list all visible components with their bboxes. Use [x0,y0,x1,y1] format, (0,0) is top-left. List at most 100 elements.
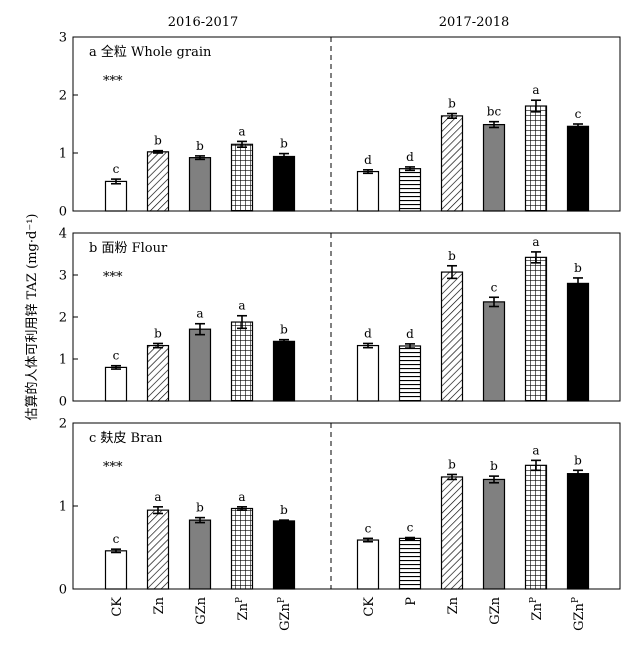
significance-marker: *** [103,74,123,89]
bar-znp [524,464,548,590]
significance-letter: c [575,107,582,121]
bar-zn [440,476,464,590]
significance-letter: b [490,459,498,473]
panel-label: a 全粒 Whole grain [89,44,212,60]
bar-ck [104,180,128,212]
bar-gzn [482,123,506,212]
bar-gznp [272,340,296,402]
significance-letter: a [238,490,245,504]
bar-zn [440,271,464,402]
x-tick-label: GZn [194,596,209,624]
y-axis-label: 估算的人体可利用锌 TAZ (mg·d⁻¹) [24,214,40,421]
bar-gznp [272,155,296,212]
significance-letter: b [280,323,288,337]
significance-letter: b [280,503,288,517]
significance-letter: d [406,150,414,164]
significance-letter: a [532,83,539,97]
bar-gzn [188,519,212,590]
bar-gznp [566,125,590,212]
significance-letter: c [365,521,372,535]
significance-letter: a [196,307,203,321]
significance-marker: *** [103,270,123,285]
y-tick-label: 4 [59,227,67,242]
significance-letter: a [532,443,539,457]
x-tick-label: GZn [488,596,503,624]
y-tick-label: 1 [59,500,67,515]
y-tick-label: 3 [59,31,67,46]
bar-ck [356,344,380,402]
x-tick-labels: CK Zn GZn ZnP GZnP CK P Zn GZn ZnP GZnP [110,596,587,630]
significance-letter: b [574,261,582,275]
bar-gznp [566,282,590,402]
panel-label: b 面粉 Flour [89,241,168,256]
significance-letter: a [238,299,245,313]
bar-gzn [188,328,212,402]
bar-ck [104,366,128,402]
panel-label: c 麸皮 Bran [89,431,163,446]
significance-letter: b [154,326,162,340]
bar-gznp [272,520,296,590]
y-tick-label: 0 [59,395,67,410]
x-tick-label: ZnP [529,597,545,620]
y-tick-label: 2 [59,417,67,432]
bar-znp [524,256,548,402]
x-tick-label: CK [110,597,125,617]
y-tick-label: 1 [59,353,67,368]
bar-ck [104,550,128,590]
panel-c: 0 1 2 c 麸皮 Bran *** c a b a b c c b b a b [59,417,621,598]
significance-letter: b [448,457,456,471]
bar-zn [146,344,170,402]
bar-p [398,537,422,590]
significance-letter: b [196,139,204,153]
bar-gzn [482,478,506,590]
significance-letter: c [407,521,414,535]
bar-zn [146,509,170,590]
significance-letter: bc [487,105,502,119]
significance-letter: b [280,137,288,151]
significance-letter: c [113,162,120,176]
bar-ck [356,170,380,212]
significance-letter: b [574,453,582,467]
period-label-right: 2017-2018 [439,15,510,30]
significance-letter: d [364,153,372,167]
bar-gzn [188,157,212,212]
significance-marker: *** [103,460,123,475]
significance-letter: d [406,327,414,341]
x-tick-label: Zn [152,596,167,614]
x-tick-label: P [404,597,419,606]
y-tick-label: 2 [59,311,67,326]
period-label-left: 2016-2017 [168,15,239,30]
bar-p [398,168,422,212]
bar-znp [230,321,254,402]
bar-p [398,345,422,402]
significance-letter: d [364,326,372,340]
significance-letter: c [113,349,120,363]
y-tick-label: 2 [59,89,67,104]
panel-frame [72,36,621,212]
bar-gznp [566,473,590,590]
significance-letter: b [448,249,456,263]
bar-zn [146,151,170,212]
x-tick-label: Zn [446,596,461,614]
significance-letter: a [532,235,539,249]
significance-letter: c [113,532,120,546]
significance-letter: b [196,501,204,515]
significance-letter: a [154,490,161,504]
panel-a: 0 1 2 3 a 全粒 Whole grain *** c b b a b d d b bc a c [59,31,621,220]
panel-b: 0 1 2 3 4 b 面粉 Flour *** c b a a b d d b c a b [59,227,621,410]
bar-gzn [482,301,506,402]
significance-letter: a [238,124,245,138]
bar-znp [230,507,254,590]
y-tick-label: 0 [59,583,67,598]
y-tick-label: 3 [59,269,67,284]
bar-zn [440,115,464,212]
x-tick-label: GZnP [571,597,587,631]
significance-letter: b [448,97,456,111]
y-tick-label: 1 [59,147,67,162]
significance-letter: c [491,280,498,294]
bar-ck [356,539,380,590]
bar-znp [230,143,254,212]
significance-letter: b [154,134,162,148]
x-tick-label: CK [362,597,377,617]
